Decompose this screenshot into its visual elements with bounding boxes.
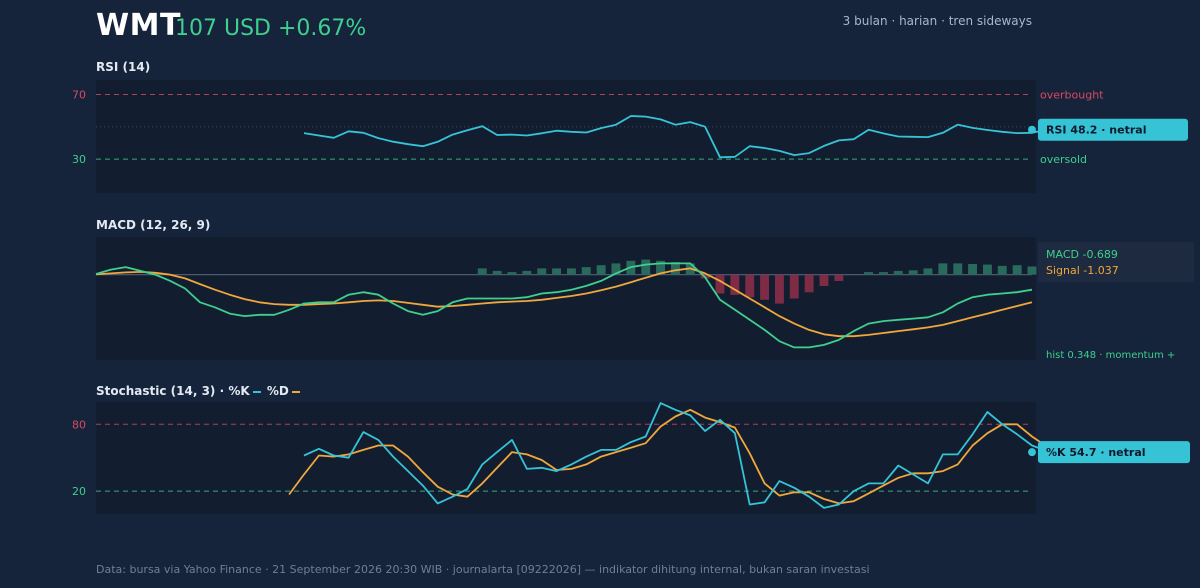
footer-note: Data: bursa via Yahoo Finance · 21 Septe… bbox=[96, 563, 870, 576]
stoch-value-badge: %K 54.7 · netral bbox=[1046, 446, 1146, 459]
macd-histogram-bar bbox=[819, 274, 829, 286]
macd-histogram-bar bbox=[581, 267, 591, 275]
macd-histogram-bar bbox=[804, 274, 814, 293]
stoch-panel-bg bbox=[96, 402, 1036, 514]
macd-histogram-bar bbox=[596, 265, 606, 275]
stoch-tick-label: 80 bbox=[72, 418, 86, 431]
macd-histogram-bar bbox=[834, 274, 844, 281]
stoch-title-k: Stochastic (14, 3) · %K bbox=[96, 384, 250, 398]
stoch-tick-label: 20 bbox=[72, 485, 86, 498]
price-change: 107 USD +0.67% bbox=[175, 16, 367, 41]
macd-histogram-bar bbox=[864, 272, 873, 275]
macd-legend-box bbox=[1038, 242, 1194, 282]
rsi-series-line bbox=[303, 115, 1048, 159]
rsi-value-badge: RSI 48.2 · netral bbox=[1046, 124, 1146, 137]
macd-histogram-bar bbox=[760, 274, 769, 300]
stoch-last-point bbox=[1028, 448, 1036, 457]
macd-line bbox=[95, 262, 1033, 349]
macd-histogram-bar bbox=[641, 259, 651, 275]
overbought-label: overbought bbox=[1040, 89, 1104, 102]
rsi-last-point bbox=[1028, 125, 1036, 134]
macd-histogram-bar bbox=[507, 272, 517, 275]
macd-histogram-bar bbox=[983, 264, 992, 275]
rsi-panel-title: RSI (14) bbox=[96, 60, 151, 74]
macd-histogram-bar bbox=[492, 270, 502, 275]
macd-histogram-bar bbox=[1012, 265, 1022, 275]
macd-histogram-bar bbox=[789, 274, 799, 299]
ticker-symbol: WMT bbox=[96, 8, 181, 43]
macd-histogram-bar bbox=[730, 274, 740, 295]
macd-histogram-bar bbox=[953, 263, 963, 275]
macd-histogram-bar bbox=[775, 274, 784, 304]
macd-histogram-bar bbox=[611, 263, 621, 275]
macd-histogram-bar bbox=[537, 268, 547, 275]
macd-legend-signal: Signal -1.037 bbox=[1046, 264, 1119, 277]
stoch-panel-title: Stochastic (14, 3) · %K %D bbox=[96, 384, 302, 398]
period-info: 3 bulan · harian · tren sideways bbox=[842, 14, 1032, 28]
macd-histogram-bar bbox=[567, 268, 576, 275]
macd-histogram-bar bbox=[745, 274, 755, 298]
macd-histogram-bar bbox=[477, 268, 487, 275]
d-swatch bbox=[291, 390, 300, 393]
stoch-k-line bbox=[303, 402, 1062, 509]
macd-histogram-bar bbox=[893, 270, 903, 275]
macd-histogram-bar bbox=[938, 263, 948, 275]
oversold-label: oversold bbox=[1040, 153, 1087, 166]
macd-histogram-bar bbox=[879, 272, 888, 275]
k-swatch bbox=[252, 390, 261, 393]
macd-histogram-bar bbox=[923, 268, 933, 275]
macd-histogram-bar bbox=[968, 264, 977, 275]
macd-histogram-bar bbox=[656, 260, 665, 275]
rsi-tick-label: 30 bbox=[72, 153, 86, 166]
macd-panel-title: MACD (12, 26, 9) bbox=[96, 218, 211, 232]
macd-histogram-bar bbox=[997, 265, 1007, 275]
rsi-tick-label: 70 bbox=[72, 89, 86, 102]
macd-histogram-bar bbox=[908, 270, 918, 275]
stoch-value-badge-bg bbox=[1038, 441, 1190, 464]
stoch-title-d: %D bbox=[266, 384, 289, 398]
macd-histogram-bar bbox=[671, 262, 680, 275]
macd-histogram-bar bbox=[1027, 266, 1037, 275]
macd-histogram-bar bbox=[552, 268, 561, 275]
macd-histogram-note: hist 0.348 · momentum + bbox=[1046, 350, 1175, 361]
macd-histogram-bar bbox=[715, 274, 725, 294]
macd-histogram-bar bbox=[522, 270, 532, 275]
rsi-panel-bg bbox=[96, 80, 1036, 193]
macd-legend-macd: MACD -0.689 bbox=[1046, 248, 1118, 261]
signal-line bbox=[95, 267, 1033, 338]
rsi-value-badge-bg bbox=[1038, 118, 1188, 141]
macd-panel-bg bbox=[96, 237, 1036, 360]
